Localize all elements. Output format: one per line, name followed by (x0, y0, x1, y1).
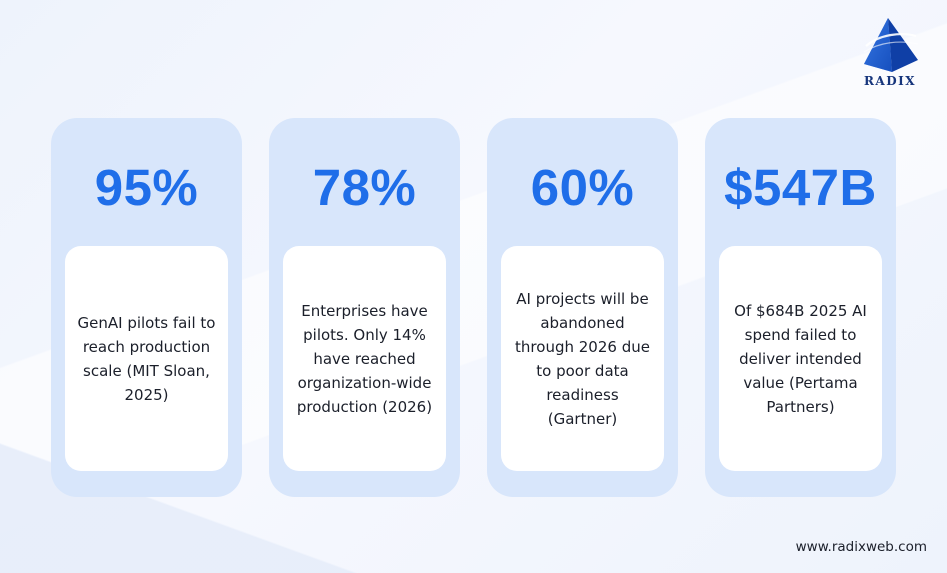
stat-description-box: AI projects will be abandoned through 20… (501, 246, 664, 471)
stat-description: Of $684B 2025 AI spend failed to deliver… (734, 301, 867, 416)
stat-value: 60% (530, 159, 635, 216)
pyramid-logo-icon (863, 18, 919, 72)
stat-card: 95% GenAI pilots fail to reach productio… (51, 118, 242, 497)
stat-description: Enterprises have pilots. Only 14% have r… (296, 301, 433, 416)
logo-wordmark: RADIX (863, 74, 917, 88)
stat-description-box: Enterprises have pilots. Only 14% have r… (283, 246, 446, 471)
stat-description: GenAI pilots fail to reach production sc… (77, 313, 216, 404)
stat-description-box: GenAI pilots fail to reach production sc… (65, 246, 228, 471)
stat-description-box: Of $684B 2025 AI spend failed to deliver… (719, 246, 882, 471)
stat-value: 78% (312, 159, 417, 216)
stat-card: $547B Of $684B 2025 AI spend failed to d… (705, 118, 896, 497)
radix-logo: RADIX (852, 16, 928, 92)
stat-card: 60% AI projects will be abandoned throug… (487, 118, 678, 497)
website-link[interactable]: www.radixweb.com (795, 539, 927, 555)
stat-value: $547B (724, 159, 877, 216)
stat-value: 95% (94, 159, 199, 216)
stat-description: AI projects will be abandoned through 20… (515, 289, 650, 428)
stat-card: 78% Enterprises have pilots. Only 14% ha… (269, 118, 460, 497)
